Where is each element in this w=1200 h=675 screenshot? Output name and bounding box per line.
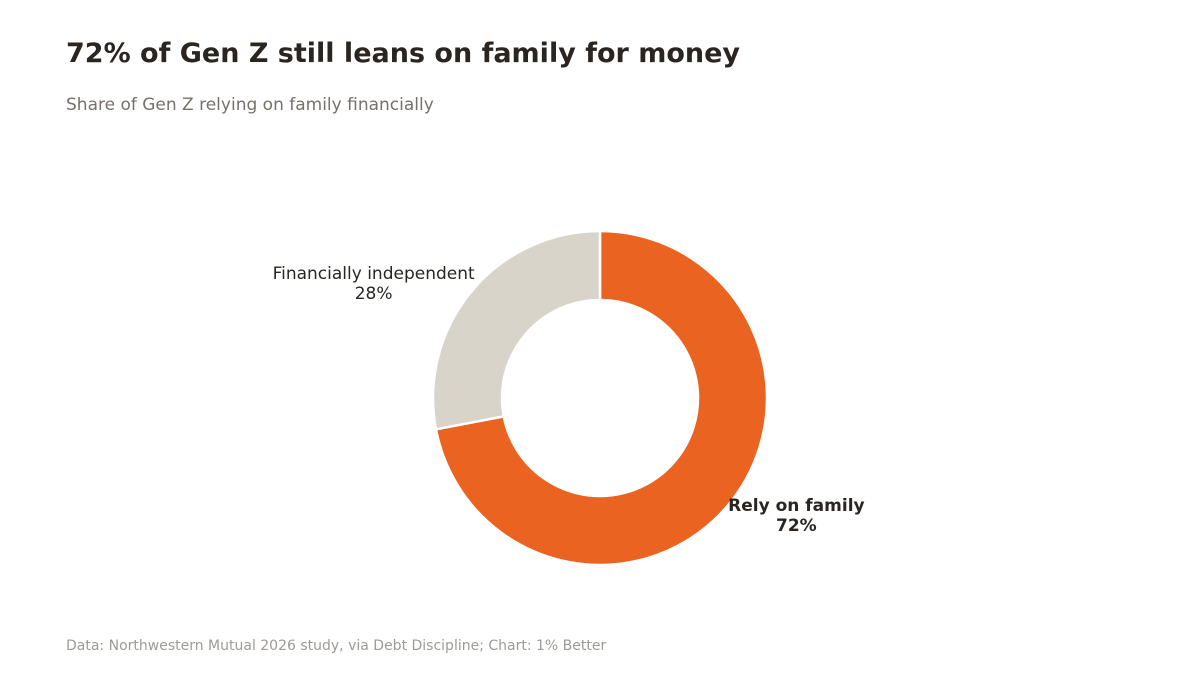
label-rely-on-family: Rely on family	[728, 496, 864, 516]
chart-title: 72% of Gen Z still leans on family for m…	[66, 38, 741, 69]
label-financially-independent: Financially independent	[273, 264, 475, 284]
slice-rely-on-family	[434, 229, 769, 567]
chart-subtitle: Share of Gen Z relying on family financi…	[66, 95, 434, 115]
source-note: Data: Northwestern Mutual 2026 study, vi…	[66, 638, 607, 654]
value-label-financially-independent: 28%	[355, 284, 393, 304]
value-label-rely-on-family: 72%	[776, 516, 817, 536]
slices-group	[431, 229, 769, 567]
slice-financially-independent	[431, 229, 602, 431]
